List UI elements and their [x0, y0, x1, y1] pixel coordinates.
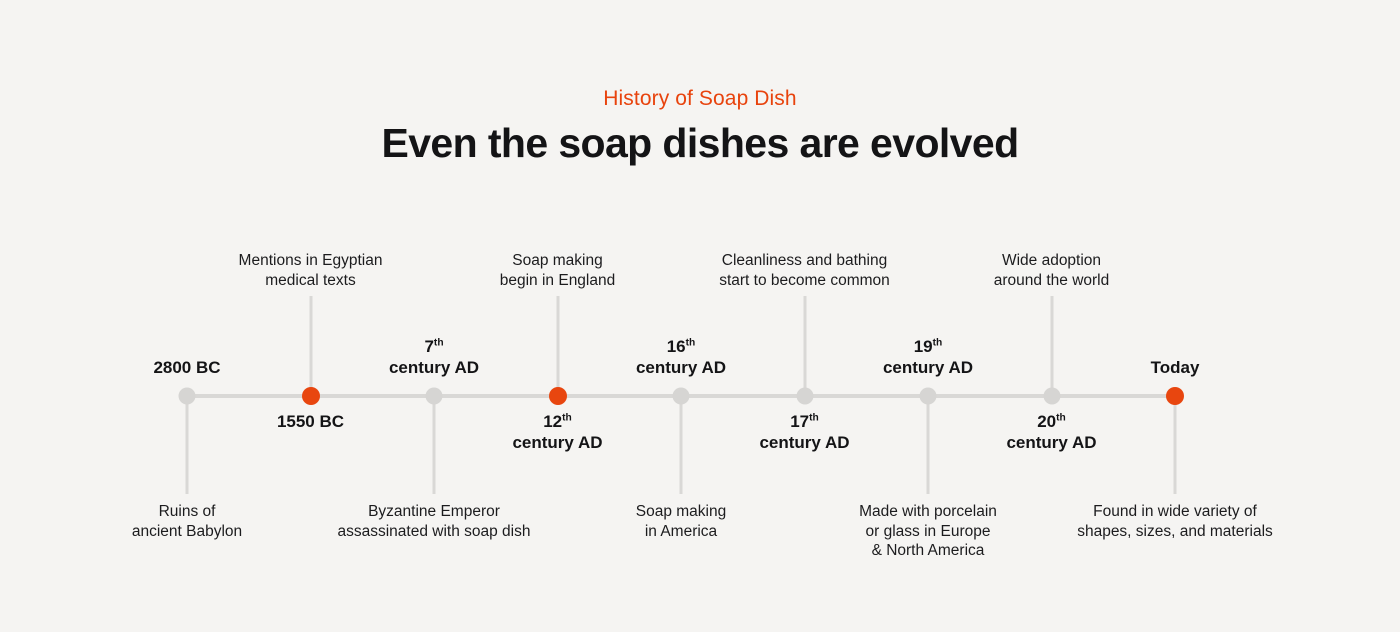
milestone-date-era: century AD: [1006, 433, 1097, 452]
milestone-description: Ruins of ancient Babylon: [131, 503, 243, 540]
milestone-description: Cleanliness and bathing start to become c…: [719, 252, 890, 289]
eyebrow-title: History of Soap Dish: [603, 87, 797, 110]
timeline-milestone: 17th century AD Cleanliness and bathing s…: [690, 0, 920, 632]
milestone-date: 7th century AD: [319, 336, 549, 378]
milestone-connector: [309, 296, 312, 396]
timeline-milestone: 1550 BC Mentions in Egyptian medical text…: [196, 0, 426, 632]
milestone-date-value: 20th: [1037, 412, 1066, 431]
milestone-date: 16th century AD: [566, 336, 796, 378]
milestone-description: Wide adoption around the world: [993, 252, 1110, 289]
milestone-date-value: 12th: [543, 412, 572, 431]
milestone-date-value: 1550 BC: [276, 412, 345, 431]
milestone-connector: [803, 296, 806, 396]
timeline-axis: [187, 394, 1175, 398]
timeline-milestone: 2800 BC Ruins of ancient Babylon: [72, 0, 302, 632]
timeline-milestone: 19th century AD Made with porcelain or gl…: [813, 0, 1043, 632]
milestone-date-era: century AD: [635, 358, 727, 377]
milestone-date-era: century AD: [512, 433, 603, 452]
milestone-description: Made with porcelain or glass in Europe & N…: [859, 503, 997, 559]
page-title: Even the soap dishes are evolved: [381, 120, 1019, 166]
timeline-milestone: 20th century AD Wide adoption around the …: [937, 0, 1167, 632]
milestone-date-value: 7th: [424, 337, 444, 356]
milestone-date: Today: [1060, 357, 1290, 378]
milestone-connector: [432, 396, 436, 494]
milestone-date-value: 2800 BC: [153, 358, 221, 377]
milestone-connector: [185, 396, 189, 494]
milestone-date-value: 16th: [666, 337, 696, 356]
milestone-date-era: century AD: [882, 358, 974, 377]
timeline-milestone: 12th century AD Soap making begin in Engl…: [443, 0, 673, 632]
milestone-date-value: Today: [1150, 358, 1200, 377]
milestone-connector: [1050, 296, 1053, 396]
timeline-milestone: 7th century AD Byzantine Emperor assassin…: [319, 0, 549, 632]
milestone-date-value: 19th: [913, 337, 943, 356]
milestone-date-era: century AD: [759, 433, 850, 452]
milestone-date-value: 17th: [790, 412, 819, 431]
milestone-description: Soap making begin in England: [499, 252, 616, 289]
timeline-milestone: Today Found in wide variety of shapes, si…: [1060, 0, 1290, 632]
milestone-description: Soap making in America: [635, 503, 727, 540]
milestone-connector: [556, 296, 559, 396]
milestone-date: 12th century AD: [443, 411, 673, 453]
milestone-date: 20th century AD: [937, 411, 1167, 453]
timeline-milestone: 16th century AD Soap making in America: [566, 0, 796, 632]
milestone-date-era: century AD: [388, 358, 480, 377]
milestone-date: 19th century AD: [813, 336, 1043, 378]
milestone-description: Mentions in Egyptian medical texts: [238, 252, 383, 289]
milestone-date: 1550 BC: [196, 411, 426, 432]
milestone-date: 17th century AD: [690, 411, 920, 453]
milestone-date: 2800 BC: [72, 357, 302, 378]
milestone-connector: [1173, 396, 1177, 494]
milestone-connector: [926, 396, 930, 494]
milestone-description: Byzantine Emperor assassinated with soap …: [337, 503, 531, 540]
milestone-connector: [679, 396, 683, 494]
milestone-description: Found in wide variety of shapes, sizes, a…: [1077, 503, 1273, 540]
